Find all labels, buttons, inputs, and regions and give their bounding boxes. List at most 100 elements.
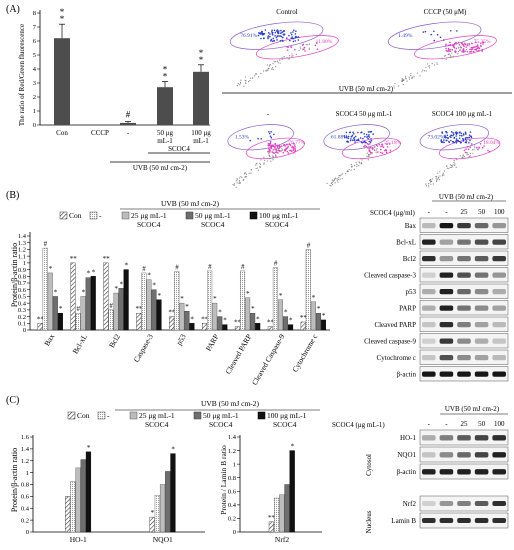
flow-dot-gray [338, 176, 340, 179]
flow-dot-gray [442, 174, 444, 176]
flow-dot-blue [257, 137, 259, 140]
flow-value-upper: 76.91% [240, 33, 257, 39]
flow-dot-pink [287, 145, 289, 148]
flow-dot-gray [462, 154, 464, 156]
flow-value-lower: 25.18% [384, 140, 401, 146]
flow-dot-gray [360, 162, 362, 164]
flow-dot-blue [280, 35, 283, 38]
panel-b-bar [70, 262, 76, 331]
flow-dot-blue [362, 141, 365, 144]
panel-b-sig: # [307, 241, 311, 249]
flow-dot-blue [440, 140, 443, 143]
flow-dot-gray [460, 51, 463, 53]
flow-dot-gray [263, 156, 265, 158]
flow-dot-gray [283, 56, 285, 58]
panel-c-left-tick-label: 1.4 [21, 446, 30, 453]
flow-dot-gray [248, 172, 250, 174]
flow-dot-gray [431, 62, 433, 65]
panel-b-tick-label: 0.9 [18, 267, 26, 274]
flow-dot-pink [471, 42, 473, 45]
flow-dot-pink [454, 51, 457, 53]
flow-dot-blue [346, 136, 348, 139]
flow-dot-gray [429, 179, 431, 181]
flow-dot-gray [425, 183, 427, 185]
flow-dot-gray [444, 54, 446, 57]
panel-b-bar [202, 323, 208, 331]
panel-a-category-label: - [127, 129, 130, 137]
flow-gate-lower [256, 35, 339, 60]
flow-dot-blue [269, 33, 271, 35]
flow-dot-gray [308, 47, 310, 49]
legend-swatch [249, 211, 258, 220]
flow-dot-gray [259, 162, 261, 164]
blot-b-rows: Bax Bcl-xL Bcl2 Cleaved caspase-3 p53 PARP Cle… [364, 217, 509, 382]
panel-b-bar [310, 301, 316, 331]
flow-dot-blue [279, 35, 282, 37]
flow-dot-gray [339, 178, 341, 180]
flow-dot-gray [265, 70, 267, 72]
panel-c-left-tick-label: 0.2 [21, 517, 29, 524]
flow-dot-gray [358, 161, 360, 163]
flow-dot-gray [451, 165, 453, 167]
flow-dot-blue [249, 139, 252, 142]
panel-c-right-bars: *** [268, 443, 295, 533]
panel-b-category-label: Caspase-3 [132, 332, 155, 363]
blot-band [474, 255, 489, 262]
flow-dot-blue [285, 37, 288, 39]
flow-dot-blue [278, 30, 280, 32]
flow-dot-pink [268, 144, 270, 147]
flow-dot-pink [449, 44, 452, 46]
panel-a-tick-label: 2 [33, 94, 36, 101]
blot-lane-label: - [445, 208, 448, 216]
panel-b-bar [282, 316, 289, 331]
panel-c-right-tick-label: 0.4 [228, 502, 237, 509]
flow-dot-blue [263, 32, 266, 35]
flow-dot-gray [474, 145, 476, 147]
flow-dot-gray [356, 165, 358, 168]
panel-b-sig: * [180, 295, 184, 303]
panel-b-tick-label: 1 [23, 260, 26, 267]
flow-dot-gray [243, 85, 245, 87]
flow-dot-pink [285, 143, 288, 146]
panel-b-tick-label: 1.2 [18, 247, 26, 254]
flow-dot-pink [284, 149, 287, 151]
panel-c-left-tick-label: 0.6 [21, 494, 30, 501]
flow-dot-gray [370, 153, 372, 155]
flow-dot-blue [272, 37, 275, 40]
flow-dot-gray [240, 176, 242, 178]
panel-b-bar [37, 323, 43, 331]
flow-dot-gray [437, 172, 439, 174]
flow-dot-blue [270, 130, 272, 133]
panel-a-bar [54, 38, 70, 126]
blot-band [422, 354, 436, 361]
flow-dot-gray [272, 156, 274, 158]
panel-a-sig: * [163, 72, 168, 82]
flow-dot-blue [276, 29, 279, 31]
flow-dot-gray [435, 175, 437, 178]
flow-dot-gray [458, 46, 460, 48]
panel-c-right-categories: Nrf2 [275, 535, 289, 544]
legend-swatch [185, 211, 194, 220]
flow-dot-gray [244, 79, 246, 82]
panel-c-right-bar [274, 497, 280, 533]
panel-b-y-ticks: 00.10.20.30.40.50.60.70.80.911.11.21.31.… [18, 233, 30, 334]
flow-dot-blue [257, 34, 260, 37]
flow-dot-gray [236, 179, 238, 181]
panel-b-bar [267, 326, 273, 331]
panel-label-a: (A) [6, 4, 20, 15]
flow-dot-pink [366, 142, 369, 145]
flow-dot-gray [244, 76, 246, 78]
flow-dot-gray [336, 179, 338, 181]
blot-row-label: Cleaved caspase-3 [364, 271, 416, 279]
flow-dot-gray [276, 155, 278, 157]
flow-dot-pink [478, 146, 480, 149]
flow-dot-blue [464, 138, 467, 141]
flow-dot-pink [458, 43, 461, 46]
legend-label: 50 μg mL-1 [203, 411, 239, 420]
flow-dot-gray [425, 66, 427, 68]
panel-b-category-label: Bcl2 [107, 332, 122, 349]
flow-dot-blue [343, 136, 346, 139]
flow-dot-gray [422, 69, 424, 71]
flow-dot-gray [252, 77, 254, 79]
flow-dot-blue [297, 39, 300, 41]
